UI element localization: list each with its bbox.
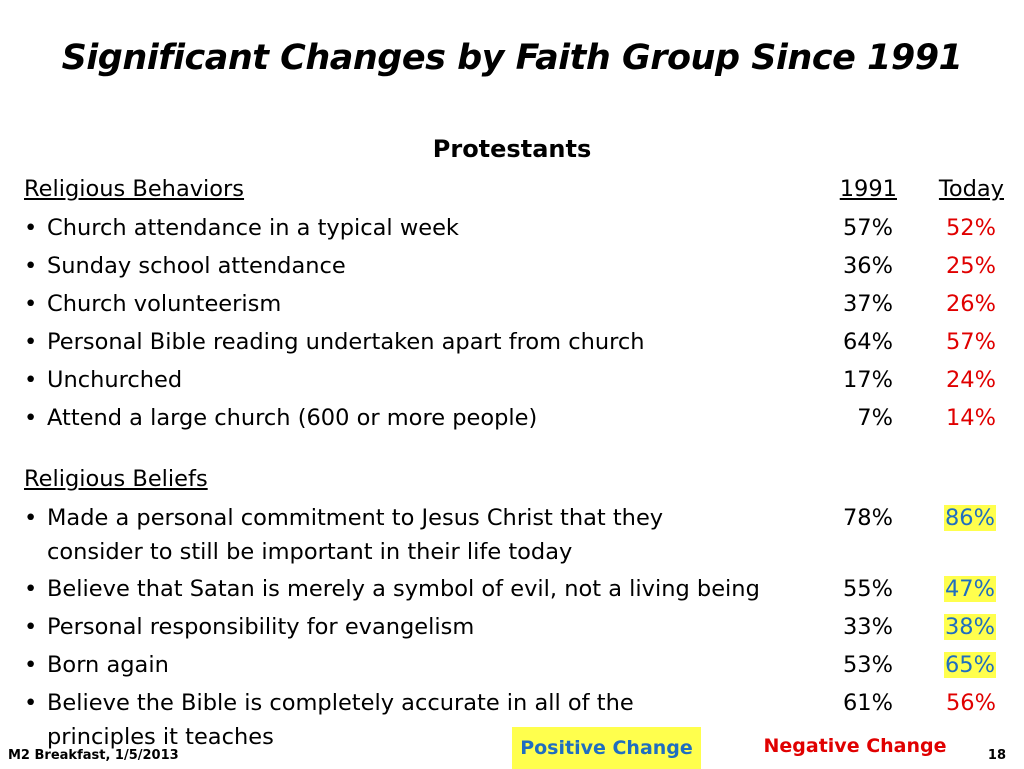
beliefs-heading: Religious Beliefs	[24, 466, 208, 492]
value-today: 25%	[945, 253, 996, 279]
item-label: Church attendance in a typical week	[47, 215, 459, 241]
value-today: 14%	[945, 405, 996, 431]
item-label: Born again	[47, 652, 169, 678]
item-label: Personal Bible reading undertaken apart …	[47, 329, 645, 355]
item-label: Believe that Satan is merely a symbol of…	[47, 576, 760, 602]
value-1991: 55%	[842, 576, 893, 602]
behaviors-heading: Religious Behaviors	[24, 176, 245, 202]
value-today: 56%	[945, 690, 996, 716]
legend-negative-change: Negative Change	[763, 735, 947, 757]
value-today: 86%	[943, 505, 996, 531]
value-1991: 57%	[842, 215, 893, 241]
value-today: 52%	[945, 215, 996, 241]
column-1991: 1991	[839, 176, 897, 202]
value-1991: 61%	[842, 690, 893, 716]
bullet-icon: •	[24, 652, 38, 678]
item-label: Church volunteerism	[47, 291, 282, 317]
item-label: Personal responsibility for evangelism	[47, 614, 475, 640]
item-label-continued: consider to still be important in their …	[47, 539, 573, 565]
value-1991: 36%	[842, 253, 893, 279]
item-label-continued: principles it teaches	[47, 724, 274, 750]
value-1991: 78%	[842, 505, 893, 531]
value-today: 26%	[945, 291, 996, 317]
bullet-icon: •	[24, 614, 38, 640]
value-today: 65%	[943, 652, 996, 678]
footer-source: M2 Breakfast, 1/5/2013	[8, 748, 179, 763]
item-label: Attend a large church (600 or more peopl…	[47, 405, 538, 431]
value-today: 57%	[945, 329, 996, 355]
page-number: 18	[987, 748, 1006, 763]
value-1991: 53%	[842, 652, 893, 678]
bullet-icon: •	[24, 215, 38, 241]
value-1991: 33%	[842, 614, 893, 640]
value-1991: 37%	[842, 291, 893, 317]
bullet-icon: •	[24, 505, 38, 531]
bullet-icon: •	[24, 291, 38, 317]
value-1991: 17%	[842, 367, 893, 393]
item-label: Believe the Bible is completely accurate…	[47, 690, 634, 716]
value-today: 47%	[943, 576, 996, 602]
bullet-icon: •	[24, 367, 38, 393]
value-1991: 64%	[842, 329, 893, 355]
item-label: Sunday school attendance	[47, 253, 346, 279]
value-1991: 7%	[857, 405, 893, 431]
bullet-icon: •	[24, 576, 38, 602]
legend-positive-change: Positive Change	[512, 727, 701, 769]
item-label: Unchurched	[47, 367, 183, 393]
item-label: Made a personal commitment to Jesus Chri…	[47, 505, 664, 531]
bullet-icon: •	[24, 253, 38, 279]
value-today: 24%	[945, 367, 996, 393]
bullet-icon: •	[24, 329, 38, 355]
slide-subtitle: Protestants	[432, 135, 592, 163]
bullet-icon: •	[24, 405, 38, 431]
bullet-icon: •	[24, 690, 38, 716]
value-today: 38%	[943, 614, 996, 640]
slide-title: Significant Changes by Faith Group Since…	[61, 38, 963, 78]
column-today: Today	[938, 176, 1004, 202]
